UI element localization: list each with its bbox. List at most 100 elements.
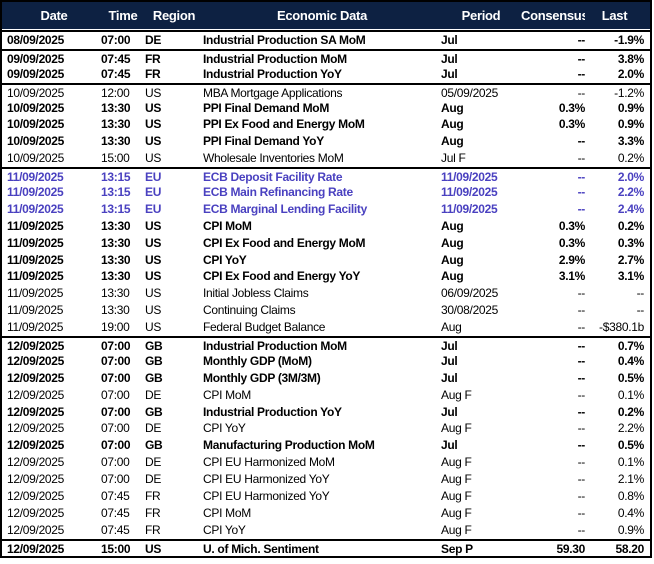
cell-time: 07:00: [101, 455, 130, 470]
cell-time: 13:30: [101, 100, 131, 115]
cell-date: 12/09/2025: [7, 541, 65, 556]
cell-name: CPI Ex Food and Energy YoY: [203, 269, 361, 284]
cell-date: 11/09/2025: [7, 303, 64, 318]
cell-last: 0.1%: [617, 455, 644, 470]
cell-name: ECB Marginal Lending Facility: [203, 201, 367, 216]
cell-last: 0.1%: [617, 387, 644, 402]
cell-region: US: [145, 235, 162, 250]
cell-time: 07:00: [101, 472, 130, 487]
cell-last: 2.7%: [617, 252, 644, 267]
table-row: 10/09/2025 13:30 US PPI Ex Food and Energy …: [2, 116, 650, 133]
cell-name: Monthly GDP (3M/3M): [203, 370, 321, 385]
column-header-period: Period: [461, 8, 501, 23]
cell-date: 12/09/2025: [7, 353, 65, 368]
cell-consensus: --: [577, 353, 585, 368]
cell-period: Aug: [441, 269, 464, 284]
cell-period: Aug F: [441, 421, 472, 436]
cell-period: Aug F: [441, 472, 472, 487]
cell-consensus: --: [577, 201, 585, 216]
cell-date: 11/09/2025: [7, 218, 64, 233]
cell-time: 12:00: [101, 85, 130, 100]
cell-last: -1.2%: [614, 85, 644, 100]
table-row: 10/09/2025 13:30 US PPI Final Demand MoM Aug…: [2, 100, 650, 117]
cell-name: U. of Mich. Sentiment: [203, 541, 319, 556]
cell-period: Aug F: [441, 522, 472, 537]
cell-name: Federal Budget Balance: [203, 320, 326, 335]
cell-date: 11/09/2025: [7, 170, 64, 185]
cell-last: 0.4%: [617, 353, 644, 368]
cell-last: 0.5%: [617, 370, 644, 385]
cell-date: 12/09/2025: [7, 438, 65, 453]
cell-consensus: --: [577, 303, 585, 318]
table-header: Date Time Region Economic Data Period Co…: [2, 2, 650, 30]
cell-date: 10/09/2025: [7, 151, 65, 166]
cell-last: 0.9%: [617, 522, 644, 537]
cell-period: Aug: [441, 134, 464, 149]
cell-period: Jul: [441, 51, 458, 66]
cell-time: 13:30: [101, 286, 130, 301]
cell-last: 0.2%: [617, 218, 644, 233]
cell-name: Industrial Production YoY: [203, 66, 342, 81]
cell-last: 3.1%: [617, 269, 644, 284]
cell-period: 11/09/2025: [441, 185, 498, 200]
cell-last: 0.8%: [617, 489, 644, 504]
cell-region: US: [145, 117, 162, 132]
cell-name: Industrial Production MoM: [203, 51, 347, 66]
cell-consensus: --: [577, 66, 585, 81]
column-header-region: Region: [152, 8, 196, 23]
cell-consensus: 0.3%: [558, 100, 585, 115]
cell-name: CPI MoM: [203, 505, 251, 520]
cell-time: 07:00: [101, 370, 131, 385]
cell-region: GB: [145, 339, 163, 353]
cell-consensus: --: [577, 339, 585, 353]
cell-period: Jul: [441, 438, 458, 453]
cell-region: US: [145, 541, 162, 556]
cell-consensus: --: [577, 151, 585, 166]
table-row: 11/09/2025 13:15 EU ECB Deposit Facility Ra…: [2, 167, 650, 184]
table-row: 11/09/2025 13:30 US CPI MoM Aug 0.3% 0.2%: [2, 218, 650, 235]
cell-period: Aug: [441, 100, 464, 115]
cell-date: 09/09/2025: [7, 51, 65, 66]
cell-region: US: [145, 303, 162, 318]
table-row: 12/09/2025 07:45 FR CPI YoY Aug F -- 0.9%: [2, 522, 650, 539]
cell-consensus: --: [577, 438, 585, 453]
cell-period: Aug: [441, 218, 464, 233]
cell-period: Aug: [441, 235, 464, 250]
cell-date: 08/09/2025: [7, 33, 65, 47]
table-row: 12/09/2025 07:45 FR CPI EU Harmonized YoY Au…: [2, 488, 650, 505]
cell-last: 0.4%: [617, 505, 644, 520]
table-row: 11/09/2025 13:30 US CPI Ex Food and Energy …: [2, 268, 650, 285]
cell-date: 12/09/2025: [7, 489, 65, 504]
cell-consensus: 0.3%: [558, 218, 585, 233]
cell-date: 12/09/2025: [7, 522, 65, 537]
cell-region: US: [145, 252, 162, 267]
cell-last: 0.3%: [617, 235, 644, 250]
cell-consensus: --: [577, 387, 585, 402]
cell-date: 09/09/2025: [7, 66, 65, 81]
cell-last: -$380.1b: [599, 320, 644, 335]
cell-last: 58.20: [615, 541, 644, 556]
cell-name: PPI Final Demand YoY: [203, 134, 324, 149]
cell-consensus: --: [577, 489, 585, 504]
cell-consensus: --: [577, 51, 585, 66]
cell-region: US: [145, 218, 162, 233]
cell-name: CPI YoY: [203, 421, 246, 436]
cell-region: FR: [145, 489, 161, 504]
cell-time: 07:00: [101, 339, 131, 353]
cell-consensus: --: [577, 286, 585, 301]
cell-last: -1.9%: [614, 33, 644, 47]
table-row: 12/09/2025 07:00 DE CPI EU Harmonized MoM Au…: [2, 454, 650, 471]
cell-last: 0.7%: [617, 339, 644, 353]
cell-consensus: --: [577, 320, 585, 335]
cell-date: 10/09/2025: [7, 85, 65, 100]
cell-name: Industrial Production SA MoM: [203, 33, 366, 47]
table-row: 12/09/2025 07:00 DE CPI EU Harmonized YoY Au…: [2, 471, 650, 488]
cell-name: CPI EU Harmonized YoY: [203, 489, 330, 504]
table-row: 11/09/2025 13:30 US Initial Jobless Claims 0…: [2, 285, 650, 302]
cell-consensus: 0.3%: [558, 117, 585, 132]
column-header-date: Date: [40, 8, 68, 23]
cell-consensus: 0.3%: [558, 235, 585, 250]
cell-name: MBA Mortgage Applications: [203, 85, 343, 100]
cell-region: US: [145, 85, 162, 100]
table-body: 08/09/2025 07:00 DE Industrial Production S…: [2, 30, 650, 556]
